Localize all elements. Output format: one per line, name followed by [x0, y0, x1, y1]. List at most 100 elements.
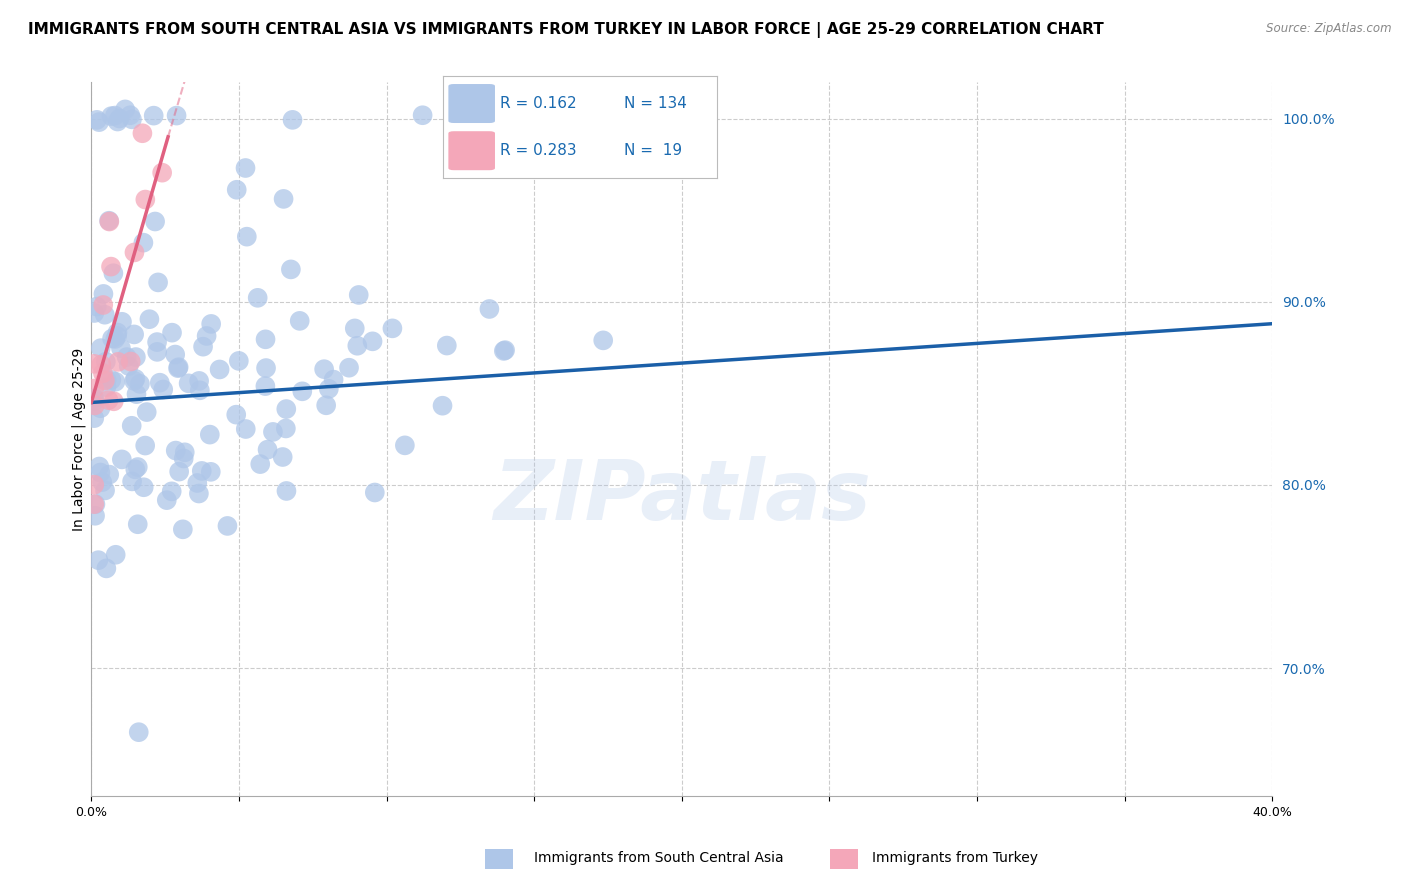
Point	[346, 339, 368, 353]
Point	[83, 477, 105, 491]
Point	[160, 326, 183, 340]
Point	[84, 497, 107, 511]
Point	[273, 192, 295, 206]
Point	[271, 450, 294, 464]
Point	[138, 312, 160, 326]
Point	[592, 334, 614, 348]
Point	[173, 451, 195, 466]
Text: ZIPatlas: ZIPatlas	[494, 456, 870, 537]
Point	[128, 725, 150, 739]
Point	[249, 457, 271, 471]
Point	[104, 109, 127, 123]
Point	[394, 438, 416, 452]
Point	[361, 334, 384, 349]
FancyBboxPatch shape	[449, 84, 495, 123]
Point	[165, 347, 187, 361]
Point	[105, 329, 128, 343]
Point	[436, 338, 458, 352]
Text: N =  19: N = 19	[624, 144, 682, 158]
Point	[146, 344, 169, 359]
Point	[100, 373, 122, 387]
Point	[381, 321, 404, 335]
Point	[94, 374, 117, 388]
Point	[256, 442, 278, 457]
Point	[83, 306, 105, 320]
Point	[143, 214, 166, 228]
Point	[478, 301, 501, 316]
Point	[343, 321, 366, 335]
Point	[108, 112, 131, 126]
Point	[89, 466, 111, 480]
FancyBboxPatch shape	[449, 131, 495, 170]
Point	[127, 517, 149, 532]
Point	[228, 354, 250, 368]
Point	[100, 260, 122, 274]
Point	[150, 166, 173, 180]
Point	[198, 427, 221, 442]
Point	[89, 459, 111, 474]
Point	[86, 112, 108, 127]
Point	[101, 332, 124, 346]
Point	[96, 561, 118, 575]
Point	[94, 483, 117, 498]
Point	[235, 161, 257, 175]
Point	[124, 462, 146, 476]
Point	[127, 460, 149, 475]
Point	[115, 350, 138, 364]
Point	[96, 373, 118, 387]
Point	[246, 291, 269, 305]
Y-axis label: In Labor Force | Age 25-29: In Labor Force | Age 25-29	[72, 348, 86, 531]
Point	[90, 341, 112, 355]
Point	[314, 362, 336, 376]
Point	[254, 332, 277, 346]
Point	[94, 308, 117, 322]
Point	[188, 384, 211, 398]
Point	[135, 405, 157, 419]
Point	[132, 235, 155, 250]
Point	[104, 375, 127, 389]
Point	[122, 374, 145, 388]
Point	[225, 408, 247, 422]
Point	[412, 108, 434, 122]
Point	[254, 361, 277, 376]
Point	[107, 355, 129, 369]
Point	[103, 394, 125, 409]
Point	[236, 229, 259, 244]
Point	[111, 315, 134, 329]
Point	[84, 508, 107, 523]
Point	[107, 114, 129, 128]
Point	[187, 486, 209, 500]
Point	[121, 475, 143, 489]
Point	[281, 112, 304, 127]
Point	[208, 362, 231, 376]
Point	[172, 522, 194, 536]
Point	[177, 376, 200, 391]
Point	[114, 103, 136, 117]
Point	[97, 393, 120, 408]
Text: Source: ZipAtlas.com: Source: ZipAtlas.com	[1267, 22, 1392, 36]
Point	[134, 193, 156, 207]
Point	[322, 373, 344, 387]
Point	[152, 383, 174, 397]
Point	[142, 109, 165, 123]
Point	[91, 298, 114, 312]
Point	[315, 398, 337, 412]
Point	[122, 327, 145, 342]
Point	[276, 483, 298, 498]
Point	[149, 376, 172, 390]
Point	[191, 464, 214, 478]
Point	[121, 112, 143, 127]
Point	[276, 402, 298, 417]
Text: Immigrants from South Central Asia: Immigrants from South Central Asia	[534, 851, 785, 865]
Point	[288, 314, 311, 328]
Point	[200, 317, 222, 331]
Point	[98, 213, 121, 227]
Point	[83, 411, 105, 425]
Point	[195, 329, 218, 343]
Text: R = 0.283: R = 0.283	[501, 144, 576, 158]
Point	[125, 350, 148, 364]
Point	[235, 422, 257, 436]
Point	[83, 497, 105, 511]
Point	[107, 326, 129, 340]
Point	[217, 519, 239, 533]
